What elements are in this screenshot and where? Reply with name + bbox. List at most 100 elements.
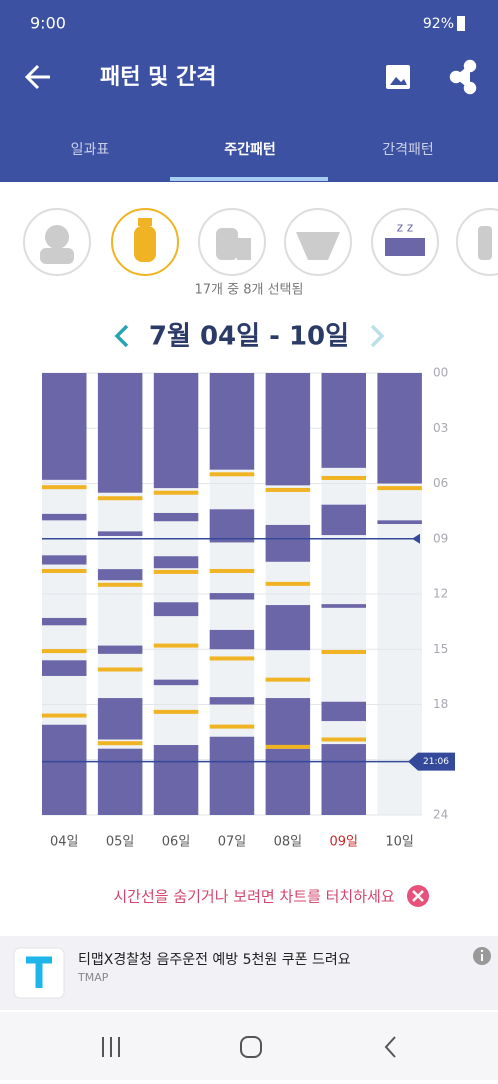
hint-text: 시간선을 숨기거나 보려면 차트를 터치하세요 — [113, 888, 394, 906]
tab[interactable]: 간격패턴 — [382, 142, 434, 158]
x-tick-label: 06일 — [162, 835, 191, 850]
feed-mark — [97, 667, 143, 672]
feed-mark — [265, 487, 311, 492]
tab[interactable]: 주간패턴 — [224, 141, 276, 158]
back-button[interactable] — [24, 64, 50, 90]
sleep-segment — [321, 701, 366, 722]
feed-mark — [377, 486, 422, 491]
nav-bar — [0, 1012, 498, 1080]
sleep-segment — [321, 373, 366, 468]
sleep-segment — [209, 697, 255, 705]
feed-mark — [97, 582, 143, 587]
nav-recent[interactable] — [102, 1037, 120, 1057]
feed-mark — [153, 569, 199, 574]
y-tick-label: 00 — [433, 366, 448, 380]
sleep-segment — [321, 604, 366, 608]
sleep-segment — [209, 736, 255, 815]
y-tick-label: 18 — [433, 697, 448, 711]
sleep-segment — [265, 748, 311, 815]
feed-mark — [321, 737, 366, 742]
sleep-segment — [377, 373, 422, 484]
sleep-segment — [42, 373, 87, 480]
y-tick-label: 24 — [433, 808, 448, 822]
sleep-segment — [97, 531, 143, 536]
y-tick-label: 15 — [433, 642, 448, 656]
ad-bg — [0, 936, 498, 1010]
y-tick-label: 12 — [433, 587, 448, 601]
x-tick-label: 05일 — [106, 835, 135, 850]
x-tick-label: 08일 — [274, 835, 303, 850]
battery-icon — [457, 16, 465, 31]
feed-mark — [265, 677, 311, 682]
x-tick-label: 09일 — [329, 835, 358, 850]
feed-mark — [209, 724, 255, 729]
sleep-segment — [321, 744, 366, 815]
sleep-segment — [209, 373, 255, 470]
feed-mark — [321, 475, 366, 480]
feed-mark — [42, 485, 87, 490]
app-title: 패턴 및 간격 — [100, 65, 217, 90]
time-tag-label: 21:06 — [423, 757, 449, 767]
sleep-segment — [42, 617, 87, 626]
status-time: 9:00 — [30, 14, 66, 33]
category-icons[interactable]: z z — [23, 208, 498, 276]
feed-mark — [321, 650, 366, 655]
sleep-segment — [321, 504, 366, 536]
nav-home[interactable] — [240, 1036, 262, 1058]
time-pointer — [412, 533, 420, 544]
sleep-segment — [153, 373, 199, 489]
sleep-segment — [377, 520, 422, 525]
sleep-segment — [265, 524, 311, 562]
feed-mark — [42, 568, 87, 573]
sleep-segment — [153, 556, 199, 569]
pattern-chart[interactable]: 00 03 06 09 12 15 18 24 04일 05일 06일 07일 08일 09일 10일 21:… — [42, 366, 455, 850]
sleep-segment — [209, 593, 255, 600]
prev-week[interactable] — [114, 324, 129, 348]
feed-mark — [209, 568, 255, 573]
feed-mark — [209, 472, 255, 477]
sleep-segment — [42, 724, 87, 815]
tab[interactable]: 일과표 — [71, 142, 110, 158]
feed-mark — [153, 643, 199, 648]
sleep-segment — [153, 679, 199, 686]
sleep-segment — [265, 373, 311, 486]
feed-mark — [97, 741, 143, 746]
sleep-segment — [153, 602, 199, 617]
sleep-segment — [97, 569, 143, 581]
sleep-segment — [42, 555, 87, 565]
share-button[interactable] — [449, 59, 477, 95]
y-tick-label: 09 — [433, 531, 448, 545]
sleep-segment — [153, 745, 199, 815]
x-tick-label: 04일 — [50, 835, 79, 850]
sleep-segment — [42, 660, 87, 676]
header-bg — [0, 0, 498, 182]
sleep-segment — [153, 512, 199, 522]
feed-mark — [209, 656, 255, 661]
ad-logo-mark — [26, 956, 52, 988]
x-tick-label: 10일 — [385, 835, 414, 850]
feed-mark — [42, 713, 87, 718]
sleep-segment — [97, 698, 143, 740]
y-tick-label: 03 — [433, 421, 448, 435]
time-tag — [408, 752, 455, 771]
y-tick-label: 06 — [433, 476, 448, 490]
sleep-segment — [265, 698, 311, 746]
sleep-segment — [265, 605, 311, 651]
ad-info[interactable] — [473, 947, 491, 965]
sleep-segment — [209, 509, 255, 543]
tab-indicator — [170, 177, 328, 181]
feed-mark — [153, 709, 199, 714]
image-button[interactable] — [386, 65, 410, 89]
feed-mark — [153, 490, 199, 495]
sleep-segment — [97, 645, 143, 654]
svg-text:z z: z z — [397, 221, 413, 235]
ad-source: TMAP — [77, 971, 109, 984]
hint-close[interactable] — [407, 885, 429, 907]
next-week[interactable] — [370, 324, 385, 348]
status-battery: 92% — [423, 16, 454, 32]
feed-mark — [42, 649, 87, 654]
sleep-segment — [42, 513, 87, 521]
ad-title[interactable]: 티맵X경찰청 음주운전 예방 5천원 쿠폰 드려요 — [78, 952, 351, 968]
nav-back[interactable] — [384, 1036, 396, 1058]
sleep-segment — [97, 748, 143, 815]
